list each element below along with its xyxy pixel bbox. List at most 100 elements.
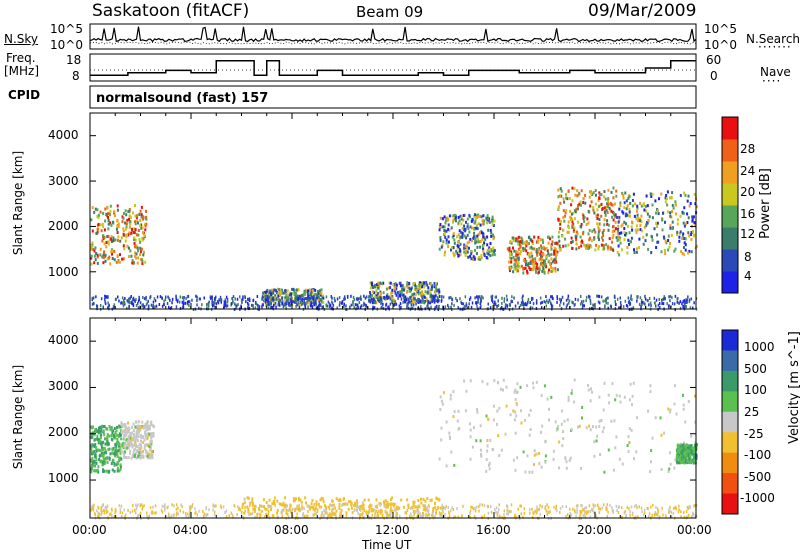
power-cell <box>128 301 131 305</box>
velocity-cell <box>531 470 534 474</box>
velocity-cell <box>682 407 685 411</box>
power-cell <box>389 286 392 290</box>
power-cell <box>540 246 543 250</box>
power-cell <box>602 228 605 232</box>
power-cell <box>130 227 133 231</box>
velocity-cell <box>652 503 654 507</box>
power-cell <box>322 300 325 304</box>
velocity-cell <box>353 508 355 512</box>
velocity-cell <box>136 515 139 519</box>
power-cell <box>462 214 465 217</box>
velocity-cell <box>411 515 413 519</box>
power-cell <box>605 208 608 212</box>
power-cell <box>357 306 360 310</box>
velocity-cell <box>331 499 334 503</box>
power-cell <box>303 291 306 295</box>
power-cell <box>515 259 518 263</box>
velocity-cell <box>483 504 486 508</box>
velocity-cell <box>170 514 173 518</box>
power-cell <box>572 229 575 233</box>
velocity-cell <box>472 507 475 511</box>
power-cell <box>438 290 441 294</box>
velocity-cell <box>432 508 435 512</box>
velocity-cell <box>103 509 106 513</box>
power-cell <box>563 219 566 223</box>
power-cell <box>338 303 341 307</box>
power-cell <box>688 298 691 302</box>
velocity-cell <box>134 441 137 445</box>
velocity-cell <box>630 428 633 432</box>
power-cell <box>683 241 686 245</box>
power-cell <box>676 300 679 304</box>
velocity-cell <box>164 508 166 512</box>
velocity-cell <box>224 511 226 514</box>
power-cell <box>431 294 433 298</box>
power-cell <box>638 237 641 241</box>
power-cell <box>317 292 320 296</box>
velocity-cell <box>285 505 287 509</box>
velocity-cell <box>359 515 362 519</box>
velocity-cell <box>517 507 519 511</box>
velocity-cell <box>160 508 163 512</box>
power-cell <box>434 296 436 300</box>
power-cell <box>452 220 454 224</box>
power-cell <box>514 304 517 308</box>
power-cell <box>685 305 687 309</box>
power-cell <box>275 289 277 293</box>
velocity-cell <box>688 461 691 465</box>
velocity-cell <box>575 514 577 518</box>
power-cell <box>271 305 273 309</box>
velocity-cell <box>303 514 306 518</box>
power-cell <box>97 213 100 217</box>
velocity-cell <box>130 456 133 460</box>
power-cell <box>406 281 409 284</box>
power-cell <box>409 296 412 300</box>
power-cell <box>301 299 304 303</box>
velocity-cell <box>102 429 105 433</box>
power-cbar-label: Power [dB] <box>757 168 773 239</box>
power-cell <box>104 300 106 304</box>
velocity-cell <box>114 511 116 515</box>
power-cell <box>568 299 571 303</box>
power-cell <box>603 190 606 193</box>
power-cell <box>655 211 657 215</box>
velocity-cell <box>480 454 483 458</box>
power-cell <box>219 298 222 302</box>
velocity-cell <box>361 507 364 511</box>
power-cell <box>457 254 460 258</box>
power-cell <box>434 284 437 288</box>
power-cell <box>123 298 125 302</box>
velocity-cell <box>690 446 693 450</box>
power-cell <box>289 297 292 301</box>
velocity-cell <box>448 512 451 516</box>
velocity-cell <box>93 445 96 449</box>
velocity-ytick-3000: 3000 <box>48 379 79 393</box>
power-cell <box>639 228 642 232</box>
power-cell <box>127 209 130 213</box>
power-cell <box>129 249 132 253</box>
power-cell <box>458 248 461 251</box>
power-colorbar-swatch <box>722 183 738 206</box>
power-cell <box>175 305 178 309</box>
power-cell <box>468 230 471 234</box>
power-cell <box>614 213 617 217</box>
power-cell <box>101 255 104 259</box>
power-cell <box>545 295 547 299</box>
power-cell <box>473 221 476 225</box>
velocity-cell <box>385 503 388 507</box>
power-cell <box>681 237 684 240</box>
velocity-cell <box>371 504 373 508</box>
power-cell <box>289 302 292 306</box>
power-cell <box>433 296 435 300</box>
power-cell <box>320 288 323 292</box>
power-cell <box>400 305 402 309</box>
velocity-cell <box>601 506 603 510</box>
power-cell <box>622 305 625 309</box>
velocity-cell <box>375 505 377 509</box>
power-cell <box>417 298 420 301</box>
velocity-cell <box>111 508 113 512</box>
power-cell <box>506 304 509 308</box>
power-cell <box>529 267 532 271</box>
power-cell <box>674 294 677 298</box>
power-cell <box>524 247 527 251</box>
